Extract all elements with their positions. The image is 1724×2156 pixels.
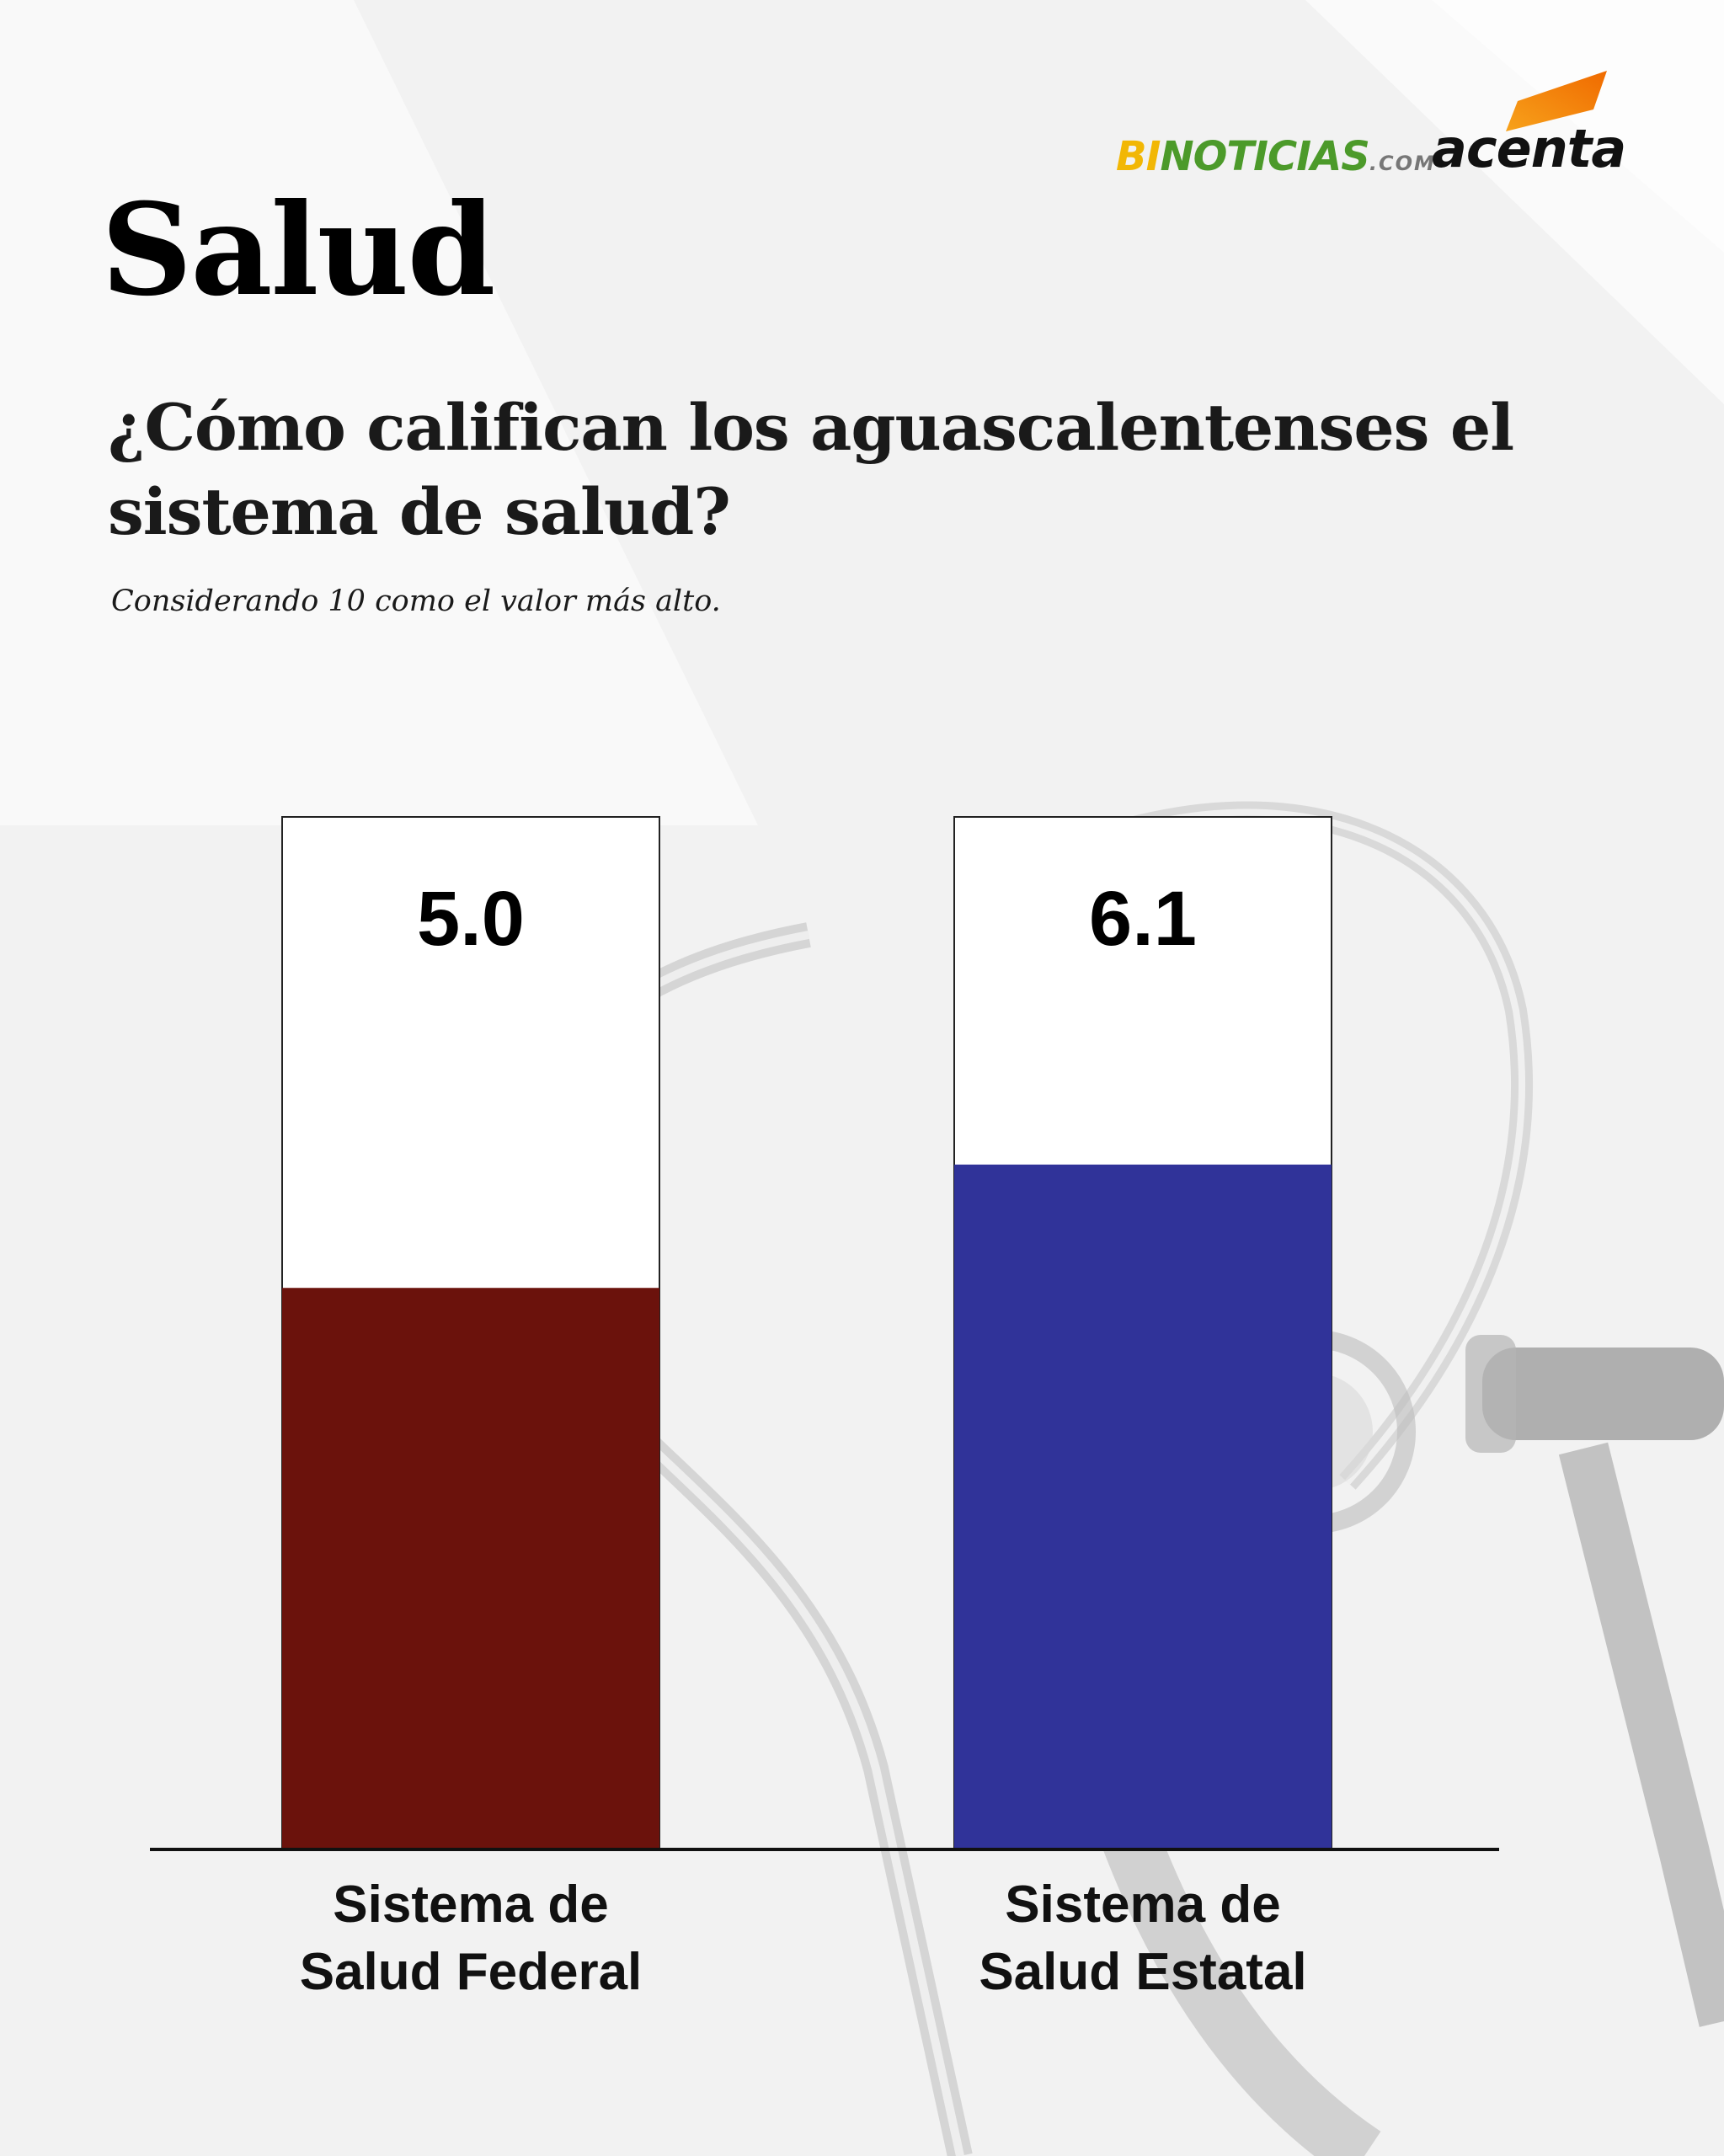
- category-label-1-line-2: Salud Federal: [299, 1943, 643, 2001]
- data-label-1: 5.0: [417, 876, 525, 962]
- data-label-2: 6.1: [1089, 876, 1197, 962]
- category-label-2-line-2: Salud Estatal: [979, 1943, 1307, 2001]
- binoticias-logo: BINOTICIAS.COM: [1116, 133, 1436, 180]
- section-title: Salud: [101, 176, 495, 324]
- chart-title: ¿Cómo califican los aguascalentenses el …: [108, 390, 1514, 549]
- binoticias-logo-suffix: .COM: [1369, 152, 1436, 175]
- bar-2: [954, 1164, 1332, 1849]
- acenta-logo: acenta: [1432, 118, 1626, 179]
- acenta-logo-mark: [1506, 71, 1607, 131]
- category-label-2: Sistema de Salud Estatal: [907, 1871, 1379, 2006]
- category-label-1: Sistema de Salud Federal: [235, 1871, 707, 2006]
- chart-subtitle: Considerando 10 como el valor más alto.: [111, 584, 721, 618]
- binoticias-logo-prefix: BI: [1116, 133, 1161, 180]
- bar-1: [282, 1288, 659, 1849]
- binoticias-logo-main: NOTICIAS: [1160, 133, 1369, 180]
- category-label-2-line-1: Sistema de: [1005, 1876, 1281, 1934]
- category-label-1-line-1: Sistema de: [333, 1876, 609, 1934]
